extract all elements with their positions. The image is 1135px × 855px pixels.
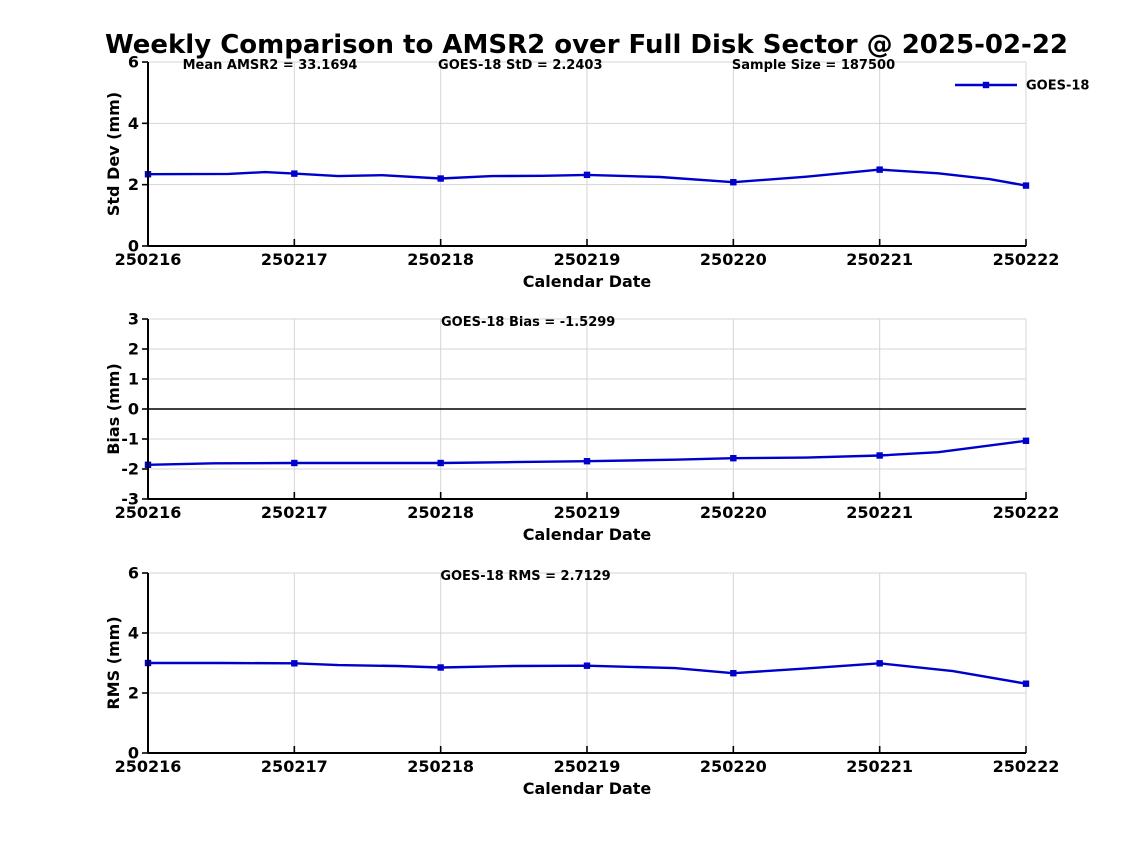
series-line — [148, 661, 1027, 685]
x-tick-label: 250216 — [115, 757, 182, 776]
grid — [148, 61, 1027, 246]
annotation-text: GOES-18 Bias = -1.5299 — [441, 315, 615, 330]
annotation-text: GOES-18 StD = 2.2403 — [438, 58, 602, 73]
data-marker — [876, 452, 883, 459]
y-tick-label: -3 — [121, 490, 139, 509]
y-tick-label: 3 — [128, 310, 139, 329]
y-tick-label: 0 — [128, 237, 139, 256]
data-marker — [730, 670, 737, 677]
annotations: Mean AMSR2 = 33.1694 GOES-18 StD = 2.2403… — [183, 58, 896, 73]
data-marker — [437, 459, 444, 467]
x-tick-label: 250218 — [407, 503, 474, 522]
data-marker — [291, 459, 298, 467]
data-marker — [291, 660, 298, 667]
data-marker — [1022, 680, 1030, 687]
data-marker — [876, 166, 883, 173]
data-marker — [583, 171, 591, 179]
subplot-bias: 250216 250217 250218 250219 250220 250221 2502… — [104, 310, 1059, 545]
subplot-rms: 250216 250217 250218 250219 250220 250221 2502… — [104, 564, 1059, 799]
x-axis-label: Calendar Date — [523, 272, 652, 291]
y-tick-label: 4 — [128, 624, 139, 643]
x-tick-label: 250220 — [700, 503, 767, 522]
x-tick-label: 250221 — [846, 250, 913, 269]
data-marker — [730, 179, 737, 186]
y-tick-labels: -3 -2 -1 0 1 2 3 — [121, 310, 139, 509]
data-marker — [583, 662, 591, 669]
y-tick-label: -1 — [121, 430, 139, 449]
x-tick-label: 250217 — [261, 503, 328, 522]
x-tick-labels: 250216 250217 250218 250219 250220 250221 2502… — [115, 757, 1060, 776]
data-marker — [1022, 182, 1030, 189]
x-tick-label: 250219 — [554, 503, 621, 522]
y-tick-label: 0 — [128, 400, 139, 419]
x-tick-labels: 250216 250217 250218 250219 250220 250221 2502… — [115, 250, 1060, 269]
x-tick-label: 250218 — [407, 250, 474, 269]
x-tick-label: 250219 — [554, 757, 621, 776]
y-tick-label: 2 — [128, 684, 139, 703]
x-tick-label: 250221 — [846, 757, 913, 776]
x-tick-label: 250217 — [261, 757, 328, 776]
x-tick-label: 250222 — [993, 250, 1060, 269]
x-tick-labels: 250216 250217 250218 250219 250220 250221 2502… — [115, 503, 1060, 522]
y-tick-label: -2 — [121, 460, 139, 479]
subplot-std-dev: 250216 250217 250218 250219 250220 250221 2502… — [104, 53, 1089, 292]
y-axis-label: RMS (mm) — [104, 616, 123, 709]
legend-marker — [982, 81, 990, 89]
data-marker — [730, 455, 737, 462]
x-tick-label: 250219 — [554, 250, 621, 269]
y-tick-labels: 0 2 4 6 — [128, 564, 139, 763]
tick-marks — [142, 318, 1027, 500]
annotations: GOES-18 Bias = -1.5299 — [441, 315, 615, 330]
legend-label: GOES-18 — [1026, 79, 1089, 94]
data-marker — [437, 175, 444, 182]
annotation-text: Mean AMSR2 = 33.1694 — [183, 58, 358, 73]
x-tick-label: 250222 — [993, 757, 1060, 776]
y-tick-label: 6 — [128, 53, 139, 72]
x-tick-label: 250221 — [846, 503, 913, 522]
x-tick-label: 250216 — [115, 250, 182, 269]
data-marker — [583, 458, 591, 465]
y-tick-labels: 0 2 4 6 — [128, 53, 139, 256]
x-tick-label: 250218 — [407, 757, 474, 776]
legend: GOES-18 — [955, 79, 1089, 94]
y-tick-label: 2 — [128, 175, 139, 194]
x-tick-label: 250217 — [261, 250, 328, 269]
y-tick-label: 4 — [128, 114, 139, 133]
y-tick-label: 2 — [128, 340, 139, 359]
data-marker — [1022, 437, 1030, 444]
y-tick-label: 0 — [128, 744, 139, 763]
tick-marks — [142, 61, 1027, 247]
y-axis-label: Bias (mm) — [104, 363, 123, 455]
chart-title: Weekly Comparison to AMSR2 over Full Dis… — [104, 30, 1069, 60]
x-tick-label: 250220 — [700, 250, 767, 269]
x-tick-label: 250220 — [700, 757, 767, 776]
x-tick-label: 250222 — [993, 503, 1060, 522]
annotation-text: Sample Size = 187500 — [732, 58, 895, 73]
series-line — [147, 168, 1027, 187]
data-marker — [876, 660, 883, 667]
annotations: GOES-18 RMS = 2.7129 — [440, 569, 610, 584]
x-axis-label: Calendar Date — [523, 525, 652, 544]
y-tick-label: 1 — [128, 370, 139, 389]
x-axis-label: Calendar Date — [523, 779, 652, 798]
data-marker — [291, 170, 298, 177]
y-axis-label: Std Dev (mm) — [104, 92, 123, 216]
data-marker — [437, 664, 444, 671]
tick-marks — [142, 572, 1027, 754]
x-tick-label: 250216 — [115, 503, 182, 522]
y-tick-label: 6 — [128, 564, 139, 583]
annotation-text: GOES-18 RMS = 2.7129 — [440, 569, 610, 584]
